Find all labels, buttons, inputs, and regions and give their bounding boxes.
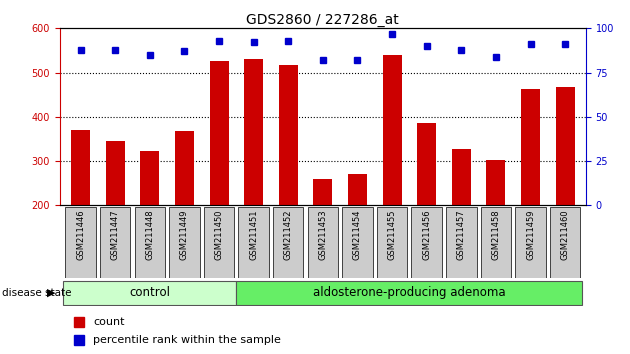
FancyBboxPatch shape xyxy=(446,207,476,278)
Text: ▶: ▶ xyxy=(47,288,55,298)
FancyBboxPatch shape xyxy=(515,207,546,278)
Text: GSM211460: GSM211460 xyxy=(561,209,570,260)
Bar xyxy=(106,141,125,205)
Bar xyxy=(521,89,540,205)
Text: GSM211446: GSM211446 xyxy=(76,209,85,260)
FancyBboxPatch shape xyxy=(273,207,304,278)
FancyBboxPatch shape xyxy=(135,207,165,278)
FancyBboxPatch shape xyxy=(66,207,96,278)
FancyBboxPatch shape xyxy=(238,207,269,278)
Bar xyxy=(486,160,505,205)
FancyBboxPatch shape xyxy=(550,207,580,278)
Text: GSM211454: GSM211454 xyxy=(353,209,362,260)
FancyBboxPatch shape xyxy=(481,207,511,278)
FancyBboxPatch shape xyxy=(204,207,234,278)
Bar xyxy=(175,131,194,205)
FancyBboxPatch shape xyxy=(100,207,130,278)
FancyBboxPatch shape xyxy=(169,207,200,278)
Text: GSM211458: GSM211458 xyxy=(491,209,500,260)
Text: GSM211447: GSM211447 xyxy=(111,209,120,260)
FancyBboxPatch shape xyxy=(377,207,408,278)
FancyBboxPatch shape xyxy=(411,207,442,278)
Text: GSM211451: GSM211451 xyxy=(249,209,258,260)
Text: GSM211449: GSM211449 xyxy=(180,209,189,260)
Text: GSM211450: GSM211450 xyxy=(215,209,224,260)
Bar xyxy=(210,61,229,205)
Text: percentile rank within the sample: percentile rank within the sample xyxy=(93,335,281,345)
Text: GSM211456: GSM211456 xyxy=(422,209,431,260)
Bar xyxy=(244,59,263,205)
Text: GSM211452: GSM211452 xyxy=(284,209,293,260)
Title: GDS2860 / 227286_at: GDS2860 / 227286_at xyxy=(246,13,399,27)
Bar xyxy=(71,130,90,205)
Bar xyxy=(236,281,583,305)
Text: GSM211455: GSM211455 xyxy=(387,209,397,260)
Bar xyxy=(417,124,436,205)
Bar xyxy=(140,152,159,205)
Text: GSM211459: GSM211459 xyxy=(526,209,535,260)
Bar xyxy=(63,281,236,305)
Bar xyxy=(278,65,298,205)
Text: control: control xyxy=(129,286,170,299)
Bar xyxy=(452,149,471,205)
Bar xyxy=(556,87,575,205)
FancyBboxPatch shape xyxy=(342,207,373,278)
Text: GSM211448: GSM211448 xyxy=(146,209,154,260)
Text: count: count xyxy=(93,317,125,327)
Text: GSM211457: GSM211457 xyxy=(457,209,466,260)
Text: disease state: disease state xyxy=(2,288,71,298)
Bar xyxy=(382,55,401,205)
Bar xyxy=(313,179,333,205)
FancyBboxPatch shape xyxy=(307,207,338,278)
Text: aldosterone-producing adenoma: aldosterone-producing adenoma xyxy=(313,286,506,299)
Bar xyxy=(348,174,367,205)
Text: GSM211453: GSM211453 xyxy=(318,209,328,260)
